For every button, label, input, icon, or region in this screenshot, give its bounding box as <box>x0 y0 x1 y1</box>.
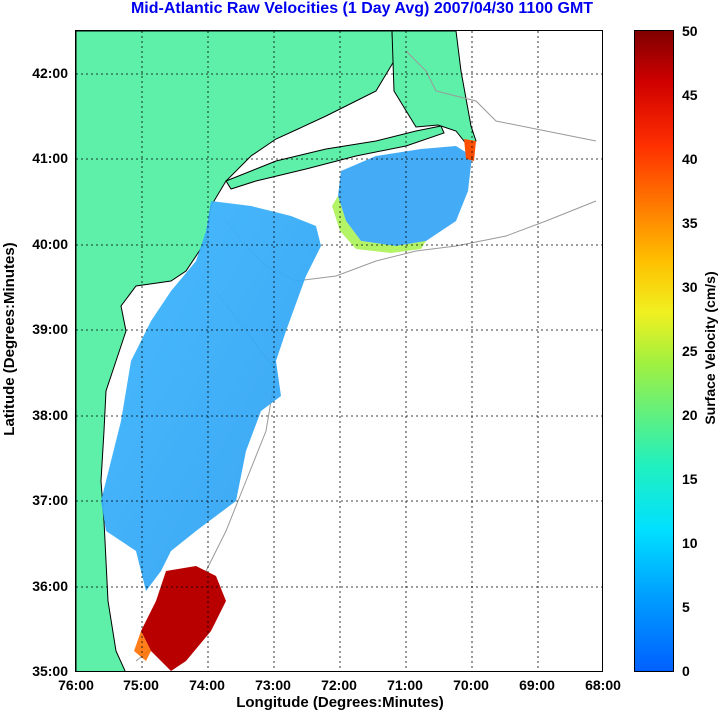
map-plot-area <box>75 30 603 672</box>
x-axis-label: Longitude (Degrees:Minutes) <box>236 694 444 711</box>
velocity-green-fringe <box>332 196 426 253</box>
x-tick-label: 72:00 <box>321 677 357 693</box>
velocity-high-hatteras <box>141 566 226 671</box>
grid-lines <box>76 31 602 671</box>
colorbar-tick: 5 <box>682 599 690 615</box>
y-tick-label: 42:00 <box>32 65 68 81</box>
colorbar-label: Surface Velocity (cm/s) <box>702 271 718 425</box>
colorbar-tick: 35 <box>682 215 698 231</box>
colorbar <box>634 30 674 672</box>
x-tick-label: 75:00 <box>123 677 159 693</box>
x-tick-label: 68:00 <box>585 677 621 693</box>
colorbar-tick: 50 <box>682 23 698 39</box>
y-tick-label: 38:00 <box>32 407 68 423</box>
colorbar-tick: 20 <box>682 407 698 423</box>
x-tick-label: 74:00 <box>189 677 225 693</box>
colorbar-tick: 30 <box>682 279 698 295</box>
map-title: Mid-Atlantic Raw Velocities (1 Day Avg) … <box>130 0 594 17</box>
velocity-field-ny-bight <box>101 201 321 591</box>
y-tick-label: 39:00 <box>32 321 68 337</box>
y-tick-label: 37:00 <box>32 492 68 508</box>
colorbar-tick: 15 <box>682 471 698 487</box>
colorbar-tick: 25 <box>682 343 698 359</box>
y-tick-label: 35:00 <box>32 663 68 679</box>
bathymetry-contour <box>405 50 597 142</box>
x-tick-label: 69:00 <box>519 677 555 693</box>
y-tick-label: 36:00 <box>32 578 68 594</box>
y-axis-label: Latitude (Degrees:Minutes) <box>1 242 18 436</box>
land-mass <box>76 31 395 671</box>
velocity-field-new-england <box>338 146 472 246</box>
x-tick-label: 73:00 <box>255 677 291 693</box>
colorbar-tick: 40 <box>682 151 698 167</box>
y-tick-label: 41:00 <box>32 150 68 166</box>
colorbar-tick: 45 <box>682 87 698 103</box>
map-canvas <box>76 31 602 671</box>
velocity-orange-cape <box>464 139 476 161</box>
long-island <box>225 125 445 190</box>
velocity-orange-hatteras <box>134 631 151 661</box>
colorbar-tick: 10 <box>682 535 698 551</box>
y-tick-label: 40:00 <box>32 236 68 252</box>
x-tick-label: 70:00 <box>453 677 489 693</box>
x-tick-label: 76:00 <box>58 677 94 693</box>
x-tick-label: 71:00 <box>387 677 423 693</box>
colorbar-tick: 0 <box>682 663 690 679</box>
